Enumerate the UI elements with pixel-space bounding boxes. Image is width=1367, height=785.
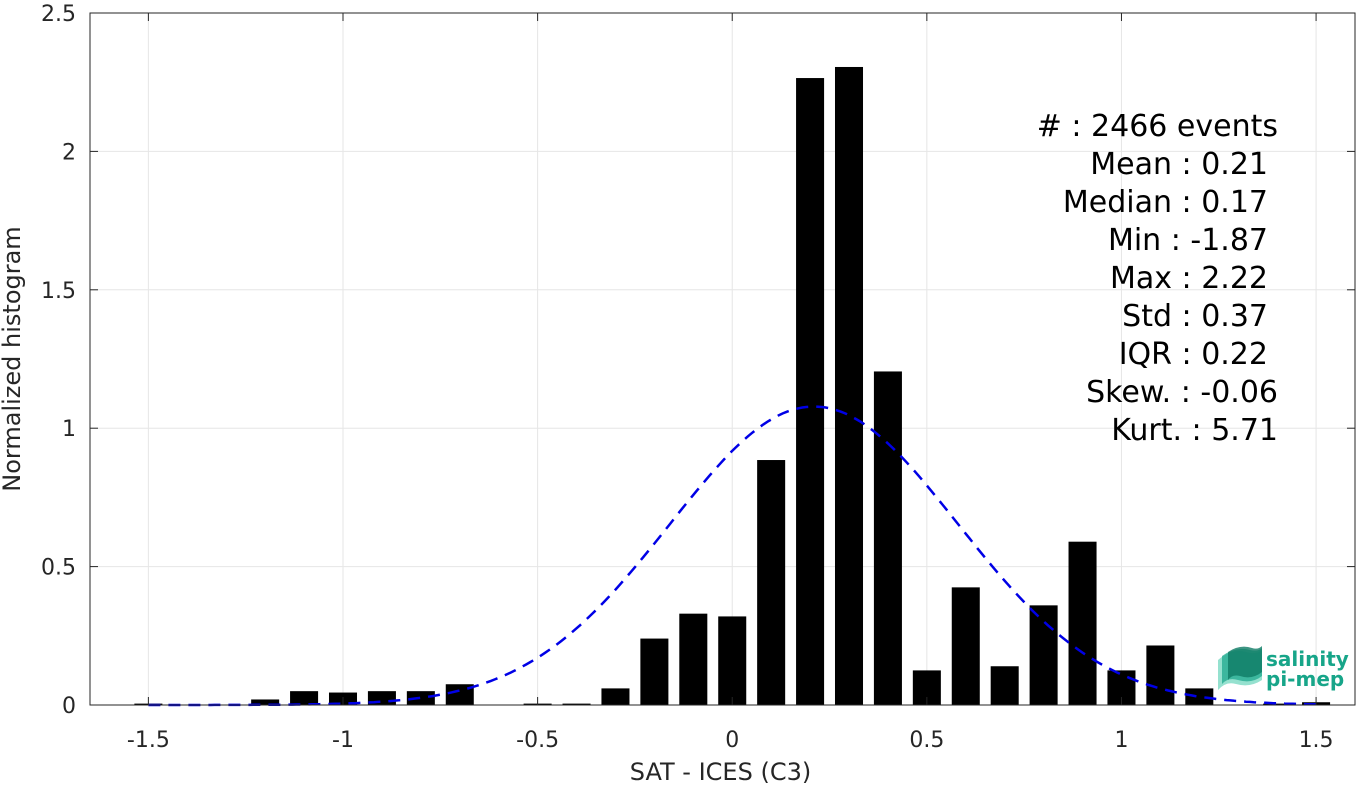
y-tick-label: 2.5 [41,2,76,27]
histogram-bar [1068,541,1097,705]
stat-line: Max : 2.22 [1110,261,1268,296]
logo-text-salinity: salinity [1266,647,1349,671]
histogram-bar [834,66,864,705]
y-tick-label: 1.5 [41,279,76,304]
stat-line: Median : 0.17 [1063,185,1268,220]
x-tick-label: -1.5 [127,728,170,753]
stat-line: IQR : 0.22 [1119,337,1268,372]
stat-line: Kurt. : 5.71 [1111,413,1278,448]
histogram-bar [951,587,980,705]
histogram-bar [990,666,1019,705]
histogram-bar [873,371,902,705]
histogram-bar [1146,645,1175,705]
y-tick-label: 2 [62,140,76,165]
histogram-bar [562,703,591,705]
histogram-bars [134,66,1331,706]
x-axis-ticks: -1.5 -1 -0.5 0 0.5 1 1.5 [127,13,1334,753]
salinity-pi-mep-logo: salinity pi-mep [1218,646,1349,691]
histogram-bar [601,688,630,705]
y-tick-label: 1 [62,417,76,442]
stat-line: Mean : 0.21 [1090,147,1268,182]
stat-line: # : 2466 events [1037,109,1278,144]
histogram-bar [757,460,786,705]
histogram-bar [406,691,435,705]
histogram-bar [1185,688,1214,705]
histogram-bar [251,699,280,705]
histogram-bar [796,78,825,706]
histogram-bar [290,691,319,705]
plot-area-border [89,12,1356,706]
x-tick-label: 1 [1114,728,1128,753]
x-tick-label: -0.5 [516,728,559,753]
histogram-bar [445,684,474,705]
stat-line: Skew. : -0.06 [1086,375,1278,410]
y-tick-label: 0.5 [41,556,76,581]
stat-line: Min : -1.87 [1108,223,1268,258]
x-tick-label: 0 [725,728,739,753]
x-tick-label: 0.5 [909,728,944,753]
histogram-bar [718,616,747,705]
stat-line: Std : 0.37 [1122,299,1268,334]
x-axis-label: SAT - ICES (C3) [630,758,811,785]
histogram-bar [640,638,669,705]
gaussian-fit-curve [148,405,1317,707]
x-tick-label: 1.5 [1299,728,1334,753]
logo-wave-icon [1218,646,1262,690]
x-tick-label: -1 [332,728,354,753]
histogram-bar [1263,703,1292,705]
histogram-bar [679,613,708,705]
histogram-bar [1029,605,1058,705]
y-axis-label: Normalized histogram [0,226,26,491]
logo-text-pi-mep: pi-mep [1266,667,1344,691]
y-axis-ticks: 0 0.5 1 1.5 2 2.5 [41,2,1355,719]
y-tick-label: 0 [62,694,76,719]
